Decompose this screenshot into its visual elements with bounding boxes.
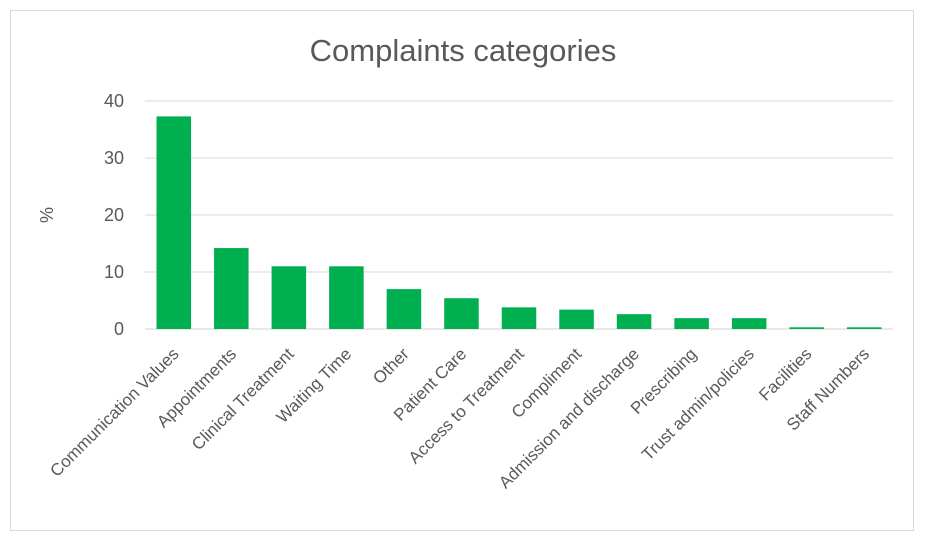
bar <box>271 266 307 329</box>
y-axis-ticks: 0 10 20 30 40 <box>104 91 124 339</box>
y-tick-label: 40 <box>104 91 124 111</box>
bar <box>674 318 709 329</box>
bar <box>731 318 767 329</box>
bar <box>214 248 249 329</box>
x-tick-label: Clinical Treatment <box>188 344 298 454</box>
y-tick-label: 10 <box>104 262 124 282</box>
x-axis-ticks: Communication ValuesAppointmentsClinical… <box>46 344 873 492</box>
y-axis-label: % <box>37 207 57 223</box>
bar <box>444 298 479 329</box>
y-tick-label: 30 <box>104 148 124 168</box>
y-tick-label: 20 <box>104 205 124 225</box>
x-tick-label: Facilities <box>755 344 815 404</box>
bar <box>789 327 824 329</box>
chart-title: Complaints categories <box>310 33 617 68</box>
bar <box>156 116 192 329</box>
x-tick-label: Other <box>369 344 413 388</box>
y-tick-label: 0 <box>114 319 124 339</box>
x-tick-label: Trust admin/policies <box>638 344 758 464</box>
gridlines <box>145 100 893 330</box>
bar <box>501 307 537 329</box>
bar <box>559 309 594 329</box>
bars <box>156 116 882 329</box>
bar <box>329 266 364 329</box>
bar <box>386 289 422 329</box>
bar <box>846 327 882 329</box>
bar <box>616 314 652 329</box>
